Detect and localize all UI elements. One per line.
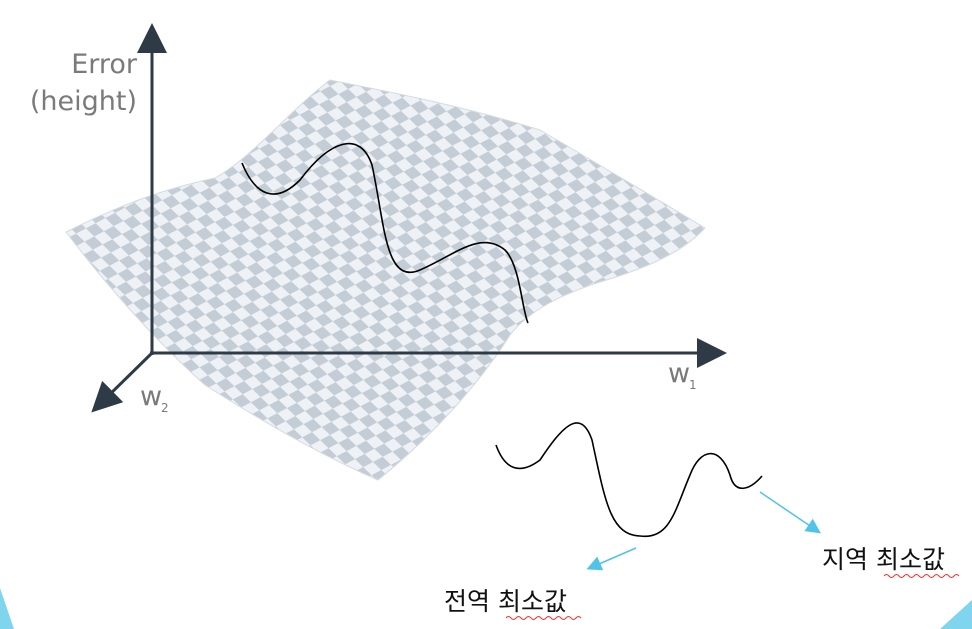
w1-label: w	[668, 358, 690, 389]
global-min-arrow	[586, 547, 637, 571]
loss-curve	[495, 422, 763, 538]
global-minimum-label: 전역 최소값	[444, 587, 567, 616]
error-label-line1: Error	[71, 49, 138, 80]
w2-axis	[91, 351, 154, 413]
local-min-arrow	[759, 491, 821, 534]
error-label-line2: (height)	[30, 86, 137, 117]
w2-subscript: 2	[161, 401, 169, 415]
corner-accent-left	[0, 588, 14, 629]
local-min-spellcheck-underline	[883, 574, 960, 578]
corner-accent-right	[940, 600, 972, 629]
surface-path-curve	[241, 142, 529, 324]
error-surface	[65, 79, 706, 481]
local-minimum-label: 지역 최소값	[822, 545, 945, 574]
w1-subscript: 1	[689, 378, 697, 392]
w2-label: w	[140, 381, 162, 412]
global-min-spellcheck-underline	[505, 616, 582, 620]
